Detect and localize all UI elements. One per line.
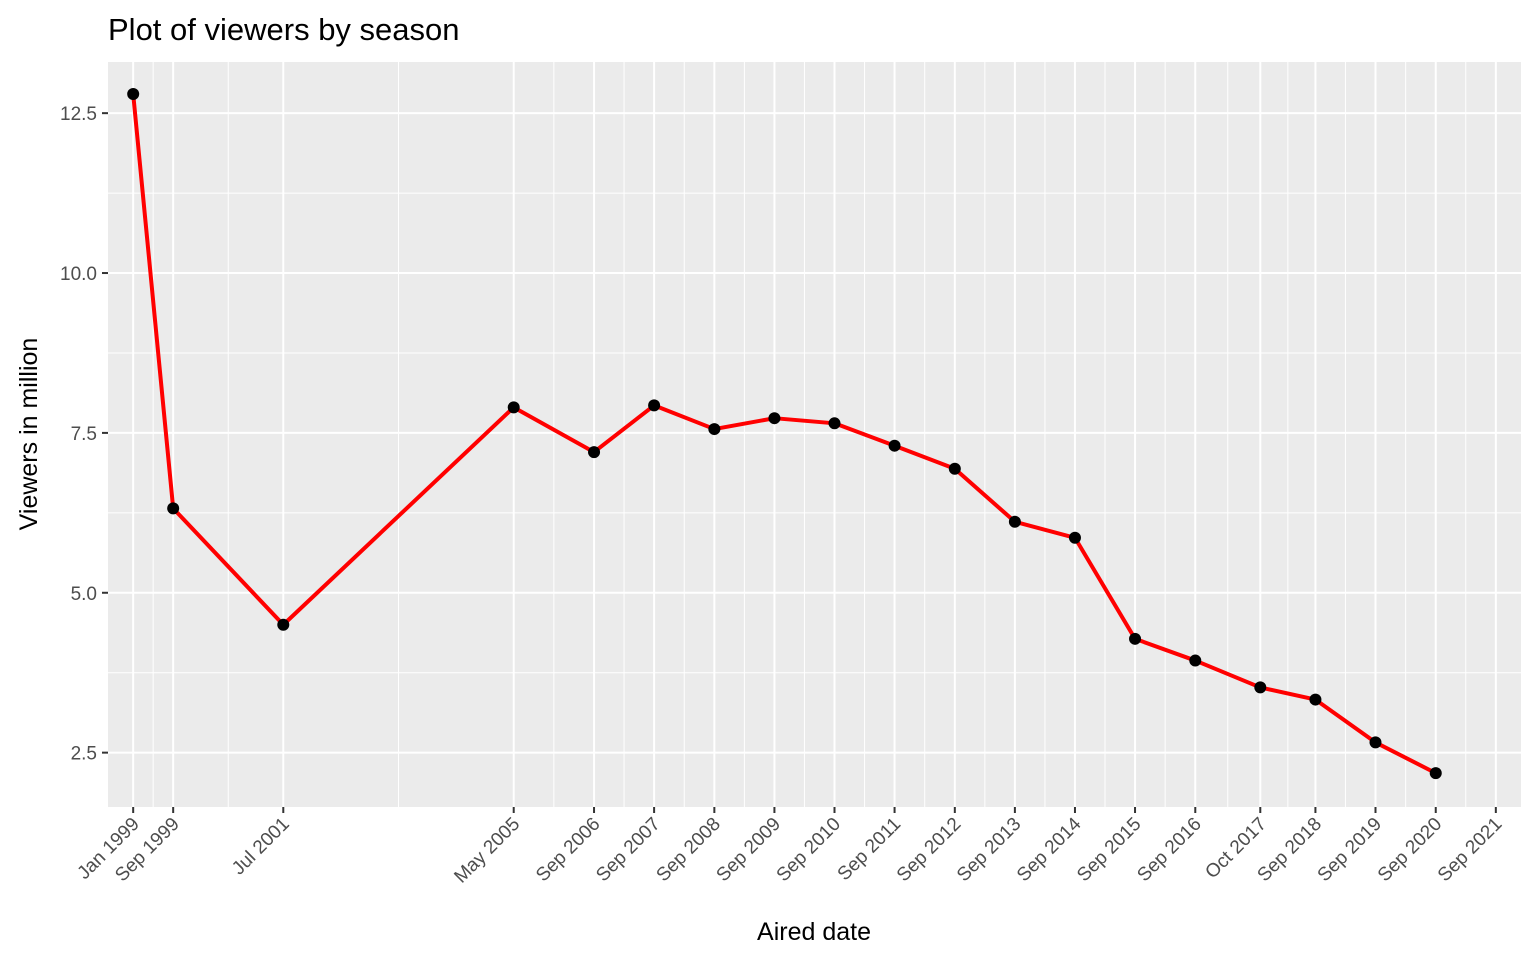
data-point	[1309, 693, 1322, 706]
x-tick-label: Sep 2008	[653, 814, 725, 886]
data-point	[167, 502, 180, 515]
data-point	[127, 87, 140, 100]
y-tick-label: 2.5	[71, 744, 97, 765]
data-point	[768, 412, 781, 425]
x-tick-label: Sep 2007	[592, 814, 664, 886]
y-tick-label: 12.5	[60, 104, 97, 125]
x-tick-label: Sep 2011	[834, 814, 905, 885]
data-point	[1254, 681, 1267, 694]
data-point	[948, 462, 961, 475]
x-tick-label: Jul 2001	[228, 814, 294, 880]
x-tick-label: Sep 2012	[893, 814, 965, 886]
series-layer	[127, 87, 1442, 780]
x-tick-label: Sep 2021	[1434, 814, 1506, 886]
data-point	[507, 401, 520, 414]
x-tick-label: Sep 2006	[532, 814, 604, 886]
data-point	[588, 446, 601, 459]
y-tick-label: 7.5	[71, 424, 97, 445]
y-tick-label: 5.0	[71, 584, 97, 605]
data-point	[1189, 654, 1202, 667]
y-axis: 2.5 5.0 7.5 10.0 12.5	[60, 104, 108, 765]
x-axis-title: Aired date	[757, 918, 871, 946]
data-point	[1068, 531, 1081, 544]
x-tick-label: Sep 2013	[953, 814, 1025, 886]
x-tick-label: Sep 2014	[1013, 813, 1086, 886]
data-point	[648, 399, 661, 412]
x-tick-label: Sep 2015	[1073, 814, 1145, 886]
data-point	[828, 417, 841, 430]
x-tick-label: Sep 2020	[1374, 814, 1446, 886]
x-tick-label: Sep 2016	[1133, 814, 1205, 886]
chart-title: Plot of viewers by season	[108, 12, 460, 47]
data-point	[1429, 767, 1442, 780]
x-tick-label: Sep 2009	[713, 814, 785, 886]
y-axis-title: Viewers in million	[15, 338, 43, 531]
x-tick-label: Sep 2019	[1314, 814, 1386, 886]
x-tick-label: Sep 2010	[773, 814, 845, 886]
y-tick-label: 10.0	[60, 264, 97, 285]
data-point	[1129, 632, 1142, 645]
data-point	[277, 618, 290, 631]
data-point	[1369, 736, 1382, 749]
plot-panel	[108, 62, 1521, 807]
x-tick-label: May 2005	[450, 814, 524, 888]
major-gridlines	[108, 62, 1521, 807]
data-point	[1008, 515, 1021, 528]
data-point	[888, 439, 901, 452]
data-point	[708, 423, 721, 436]
